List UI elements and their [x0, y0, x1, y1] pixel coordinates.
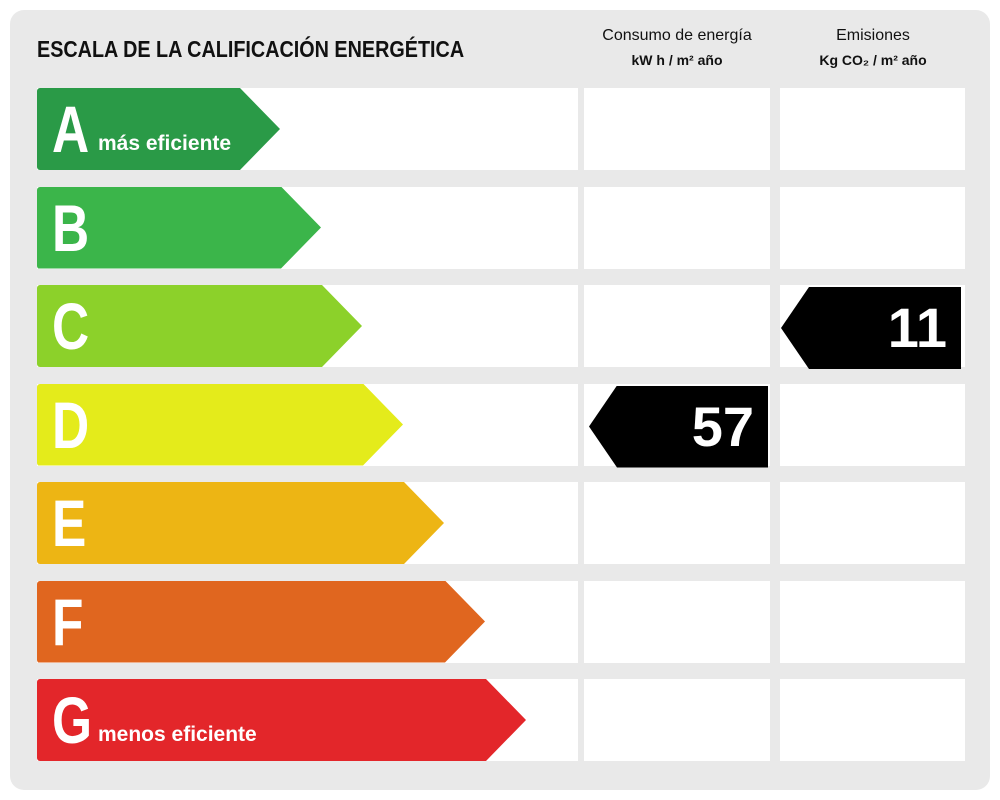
- rating-arrow: [37, 581, 485, 663]
- rating-letter: F: [52, 584, 84, 659]
- consumo-cell: [584, 482, 770, 564]
- rating-arrow: [37, 679, 526, 761]
- consumo-marker: 57: [589, 385, 768, 468]
- consumo-cell: [584, 679, 770, 761]
- emisiones-cell: [780, 580, 965, 663]
- rating-arrow: [37, 88, 280, 170]
- rating-letter: E: [52, 486, 87, 560]
- rating-letter: G: [52, 683, 93, 757]
- column-unit: kW h / m² año: [631, 52, 723, 68]
- rating-arrow: [37, 285, 362, 367]
- emisiones-cell: [780, 186, 965, 269]
- rating-arrow: [37, 384, 403, 466]
- rating-letter: C: [52, 289, 90, 363]
- rating-note: más eficiente: [98, 132, 232, 155]
- title: ESCALA DE LA CALIFICACIÓN ENERGÉTICA: [37, 36, 465, 62]
- emisiones-marker: 11: [781, 287, 961, 369]
- emisiones-cell: [780, 482, 965, 564]
- column-header: Consumo de energía kW h / m² año: [580, 24, 774, 72]
- consumo-cell: [584, 285, 770, 367]
- column-unit: Kg CO₂ / m² año: [819, 52, 927, 68]
- emisiones-cell: [780, 679, 965, 761]
- rating-note: menos eficiente: [98, 723, 257, 746]
- rating-letter: B: [52, 190, 90, 265]
- column-title: Consumo de energía: [602, 27, 752, 44]
- consumo-cell: [584, 580, 770, 663]
- rating-arrow: [37, 482, 444, 564]
- emisiones-cell: [780, 383, 965, 466]
- rating-letter: A: [52, 92, 90, 166]
- column-title: Emisiones: [836, 27, 910, 44]
- consumo-cell: [584, 186, 770, 269]
- rating-letter: D: [52, 387, 90, 462]
- emisiones-cell: [780, 88, 965, 170]
- rating-arrow: [37, 187, 321, 269]
- column-header: Emisiones Kg CO₂ / m² año: [776, 24, 970, 72]
- consumo-cell: [584, 88, 770, 170]
